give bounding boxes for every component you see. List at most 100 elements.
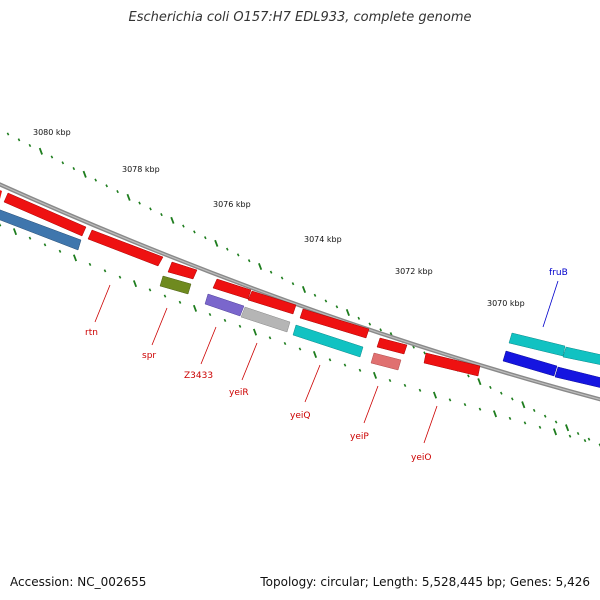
gene-feature[interactable] <box>167 261 198 280</box>
inner-minor-tick <box>28 236 32 240</box>
map-title: Escherichia coli O157:H7 EDL933, complet… <box>128 10 472 25</box>
leader-yeio <box>423 405 438 444</box>
minor-tick <box>313 293 317 297</box>
minor-tick <box>225 247 229 251</box>
major-tick <box>38 147 43 155</box>
gene-label-yeiq[interactable]: yeiQ <box>290 411 310 421</box>
major-tick <box>258 262 263 271</box>
minor-tick <box>160 213 163 217</box>
gene-feature[interactable] <box>554 366 600 388</box>
gene-label-yeip[interactable]: yeiP <box>350 432 369 442</box>
gene-label-yeio[interactable]: yeiO <box>411 453 431 463</box>
minor-tick <box>357 316 361 320</box>
minor-tick <box>61 161 65 165</box>
minor-tick <box>510 397 514 401</box>
genome-backbone <box>0 182 600 402</box>
gene-label-spr[interactable]: spr <box>142 351 156 361</box>
tick-label-3070: 3070 kbp <box>487 299 525 308</box>
major-tick <box>477 378 482 386</box>
minor-tick <box>6 132 10 136</box>
inner-major-tick <box>372 371 378 379</box>
leader-z3433 <box>200 326 217 365</box>
inner-major-tick <box>432 391 438 399</box>
minor-tick <box>543 414 547 418</box>
gene-label-rtn[interactable]: rtn <box>85 328 98 338</box>
minor-tick <box>28 143 32 148</box>
inner-minor-tick <box>208 312 212 317</box>
minor-tick <box>412 345 415 349</box>
inner-minor-tick <box>343 363 347 367</box>
inner-major-tick <box>552 428 558 436</box>
gene-feature[interactable] <box>212 278 252 300</box>
genome-summary: Topology: circular; Length: 5,528,445 bp… <box>260 575 590 589</box>
gene-feature[interactable] <box>376 337 408 355</box>
minor-tick <box>489 385 492 389</box>
gene-feature[interactable] <box>0 208 82 251</box>
major-tick <box>521 401 526 409</box>
gene-labels: rtn spr Z3433 yeiR yeiQ yeiP yeiO fruB <box>85 268 568 463</box>
inner-minor-tick <box>328 358 332 362</box>
gene-feature[interactable] <box>508 332 566 357</box>
inner-minor-tick <box>463 403 467 407</box>
inner-minor-tick <box>103 269 107 273</box>
inner-minor-tick <box>268 336 272 340</box>
gene-feature[interactable] <box>502 350 558 377</box>
inner-major-tick <box>192 304 198 312</box>
inner-minor-tick <box>523 421 527 425</box>
inner-major-tick <box>12 228 18 236</box>
inner-minor-tick <box>58 249 62 253</box>
gene-label-yeir[interactable]: yeiR <box>229 388 249 398</box>
gene-feature[interactable] <box>423 352 481 377</box>
minor-tick <box>587 437 591 441</box>
gene-feature[interactable] <box>247 290 297 315</box>
gene-feature[interactable] <box>87 229 164 267</box>
major-tick <box>126 193 131 201</box>
gene-label-frub[interactable]: fruB <box>549 268 568 278</box>
gene-feature[interactable] <box>204 293 245 317</box>
gene-feature[interactable] <box>370 352 402 371</box>
gene-feature[interactable] <box>292 324 364 358</box>
inner-minor-tick <box>388 378 392 383</box>
gene-feature[interactable] <box>562 346 600 365</box>
inner-major-tick <box>72 254 78 262</box>
label-leaders <box>94 280 559 444</box>
minor-tick <box>236 253 240 257</box>
inner-minor-tick <box>283 341 287 346</box>
major-tick <box>170 216 175 224</box>
inner-minor-tick <box>178 300 182 304</box>
tick-label-3076: 3076 kbp <box>213 200 251 209</box>
inner-minor-tick <box>538 425 542 429</box>
leader-rtn <box>94 284 111 323</box>
inner-minor-tick <box>238 324 242 328</box>
gene-feature[interactable] <box>159 275 192 295</box>
minor-tick <box>379 328 383 332</box>
minor-tick <box>17 138 21 142</box>
inner-minor-tick <box>403 383 407 387</box>
inner-minor-tick <box>508 416 512 420</box>
tick-track <box>0 132 600 447</box>
tick-label-3074: 3074 kbp <box>304 235 342 244</box>
minor-tick <box>193 230 196 234</box>
gene-label-z3433[interactable]: Z3433 <box>184 371 213 381</box>
gene-feature[interactable] <box>3 192 87 237</box>
minor-tick <box>368 322 372 326</box>
minor-tick <box>291 282 295 286</box>
leader-yeir <box>241 342 258 381</box>
leader-yeip <box>363 385 379 424</box>
gene-feature[interactable] <box>299 308 370 339</box>
minor-tick <box>116 190 119 194</box>
minor-tick <box>554 420 558 424</box>
minor-tick <box>423 351 426 355</box>
minor-tick <box>532 408 536 412</box>
inner-minor-tick <box>583 439 587 443</box>
gene-feature[interactable] <box>240 306 291 333</box>
inner-minor-tick <box>478 407 482 411</box>
minor-tick <box>324 299 328 303</box>
major-tick <box>214 239 219 247</box>
leader-spr <box>151 307 168 346</box>
gene-features <box>0 188 600 388</box>
gene-feature[interactable] <box>0 188 2 199</box>
tick-label-3072: 3072 kbp <box>395 267 433 276</box>
